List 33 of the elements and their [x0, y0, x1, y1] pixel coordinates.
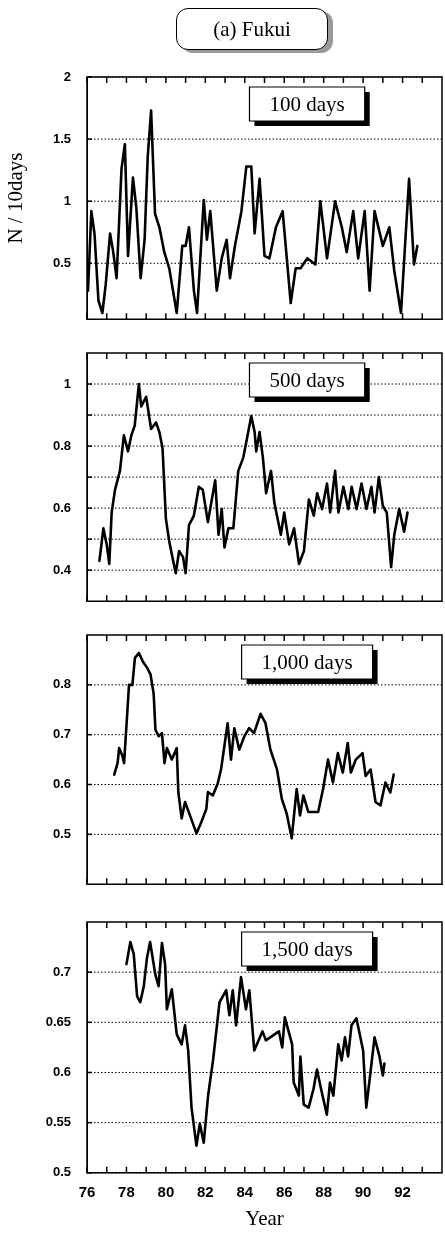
- x-tick-label: 80: [157, 1182, 175, 1200]
- y-tick-label: 0.5: [52, 1164, 71, 1180]
- x-axis-title: Year: [245, 1205, 284, 1230]
- y-tick-label: 0.5: [52, 254, 71, 270]
- y-tick-label: 0.6: [52, 499, 71, 515]
- x-tick-label: 82: [196, 1182, 214, 1200]
- x-tick-label: 92: [394, 1182, 411, 1200]
- y-tick-label: 0.8: [52, 437, 71, 453]
- annotation: 100 days: [269, 91, 345, 116]
- y-tick-label: 1: [63, 375, 71, 391]
- y-tick-label: 0.8: [52, 676, 71, 692]
- annotation: 1,000 days: [261, 649, 353, 674]
- y-tick-label: 0.7: [52, 726, 71, 742]
- annotation: 500 days: [269, 367, 345, 392]
- x-tick-label: 76: [78, 1182, 96, 1200]
- x-tick-label: 88: [315, 1182, 333, 1200]
- y-axis-title: N / 10days: [3, 152, 28, 244]
- annotation: 1,500 days: [261, 936, 353, 961]
- y-tick-label: 1.5: [52, 130, 71, 146]
- y-tick-label: 0.65: [45, 1013, 71, 1029]
- y-tick-label: 0.6: [52, 1064, 71, 1080]
- chart-title: (a) Fukui: [213, 16, 291, 42]
- y-tick-label: 1: [63, 192, 71, 208]
- x-tick-label: 90: [354, 1182, 372, 1200]
- y-tick-label: 0.6: [52, 776, 71, 792]
- y-tick-label: 0.5: [52, 825, 71, 841]
- x-tick-label: 86: [275, 1182, 293, 1200]
- y-tick-label: 0.7: [52, 963, 71, 979]
- y-tick-label: 2: [63, 68, 71, 84]
- x-tick-label: 78: [118, 1182, 135, 1200]
- y-tick-label: 0.55: [45, 1114, 71, 1130]
- x-tick-label: 84: [236, 1182, 254, 1200]
- y-tick-label: 0.4: [52, 561, 72, 577]
